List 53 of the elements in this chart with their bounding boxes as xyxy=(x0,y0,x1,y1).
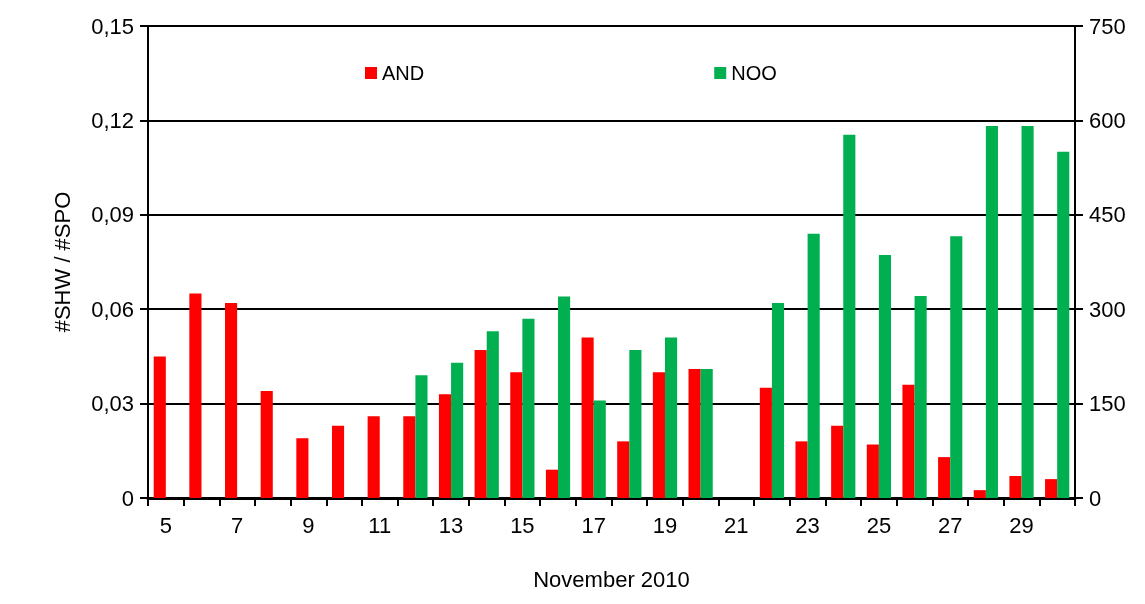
x-tick-label: 15 xyxy=(510,512,535,538)
bar xyxy=(795,441,808,498)
x-tick-label: 9 xyxy=(302,512,315,538)
bar xyxy=(153,356,166,498)
y2-tick-label: 0 xyxy=(1089,485,1102,511)
bar xyxy=(296,438,309,498)
bar xyxy=(189,293,202,498)
y-tick-label: 0,09 xyxy=(91,202,134,228)
x-tick-label: 11 xyxy=(368,512,392,538)
y-tick-label: 0,15 xyxy=(91,13,134,39)
bar xyxy=(367,416,380,498)
x-tick-label: 21 xyxy=(724,512,749,538)
bar xyxy=(629,350,642,498)
y2-tick-label: 450 xyxy=(1089,202,1126,228)
x-axis-title: November 2010 xyxy=(533,566,690,592)
bar xyxy=(807,233,820,498)
x-tick-label: 17 xyxy=(581,512,606,538)
bar xyxy=(938,457,951,498)
bar xyxy=(1021,126,1034,498)
x-tick-label: 29 xyxy=(1009,512,1034,538)
bar xyxy=(950,236,963,498)
y2-tick-label: 150 xyxy=(1089,391,1126,417)
y2-tick-label: 300 xyxy=(1089,296,1126,322)
bar xyxy=(558,296,571,498)
bar xyxy=(1009,475,1022,498)
x-tick-label: 27 xyxy=(937,512,963,538)
bar xyxy=(225,302,238,498)
bar xyxy=(985,126,998,498)
bar xyxy=(260,391,273,498)
x-tick-label: 7 xyxy=(231,512,244,538)
y-axis-title: #SHW / #SPO xyxy=(49,191,75,333)
bar xyxy=(843,134,856,498)
y-tick-label: 0,06 xyxy=(91,296,134,322)
bar xyxy=(831,425,844,498)
y-tick-label: 0 xyxy=(121,485,134,511)
bar xyxy=(545,469,559,498)
bar xyxy=(1045,479,1058,498)
y2-tick-label: 600 xyxy=(1089,107,1126,133)
bar xyxy=(878,255,892,498)
bar xyxy=(331,425,345,498)
bar xyxy=(1057,151,1070,498)
y-tick-label: 0,12 xyxy=(91,107,134,133)
y2-tick-label: 750 xyxy=(1089,13,1126,39)
legend-label: AND xyxy=(382,62,425,84)
x-tick-label: 13 xyxy=(438,512,464,538)
x-tick-label: 5 xyxy=(159,512,172,538)
legend-label: NOO xyxy=(731,62,777,84)
bar xyxy=(866,444,879,498)
bar xyxy=(973,490,986,498)
x-tick-label: 25 xyxy=(866,512,892,538)
x-tick-label: 19 xyxy=(652,512,678,538)
y-tick-label: 0,03 xyxy=(91,391,134,417)
x-tick-label: 23 xyxy=(795,512,820,538)
